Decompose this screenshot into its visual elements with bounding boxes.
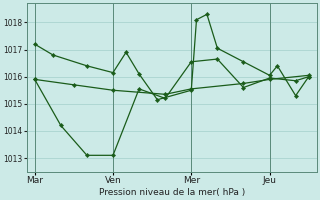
- X-axis label: Pression niveau de la mer( hPa ): Pression niveau de la mer( hPa ): [99, 188, 245, 197]
